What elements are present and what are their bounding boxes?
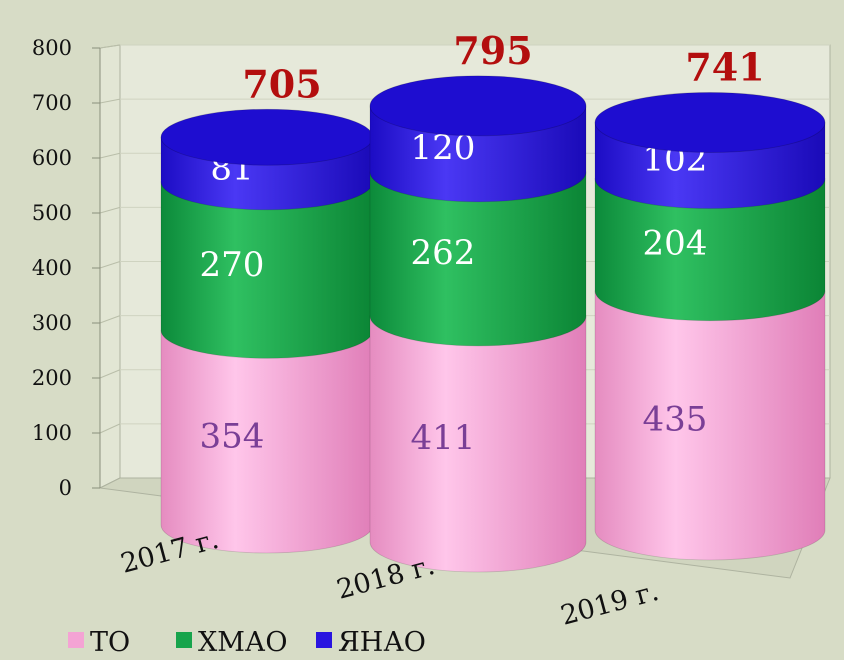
cylinder-top [160, 108, 374, 166]
y-tick-label: 600 [32, 146, 72, 170]
data-label: 262 [411, 233, 476, 273]
y-tick-label: 400 [32, 256, 72, 280]
grid-line [99, 98, 121, 104]
bar-segment [369, 171, 587, 347]
y-tick-label: 700 [32, 91, 72, 115]
x-tick-label: 2018 г. [333, 550, 438, 606]
grid-line [99, 206, 121, 214]
y-tick-label: 0 [59, 476, 72, 500]
total-label: 741 [685, 44, 764, 89]
grid-line [99, 315, 121, 324]
total-label: 795 [453, 28, 532, 73]
bar-segment [594, 178, 826, 322]
grid-line [99, 423, 121, 434]
grid-line [99, 152, 121, 159]
data-label: 354 [200, 417, 265, 457]
data-label: 270 [200, 245, 265, 285]
total-label: 705 [242, 61, 321, 106]
y-tick-label: 100 [32, 421, 72, 445]
data-label: 435 [643, 399, 708, 439]
y-tick-label: 500 [32, 201, 72, 225]
legend: ТО ХМАО ЯНАО [68, 627, 426, 658]
bar-segment [594, 290, 826, 561]
y-tick-label: 800 [32, 36, 72, 60]
legend-label: ХМАО [198, 627, 287, 658]
bar-segment [369, 315, 587, 573]
y-tick-label: 200 [32, 366, 72, 390]
bar-segment [160, 181, 374, 359]
legend-swatch [68, 632, 84, 648]
legend-swatch [176, 632, 192, 648]
x-tick-label: 2019 г. [557, 576, 662, 632]
grid-line [99, 44, 121, 49]
grid-line [99, 369, 121, 379]
data-label: 204 [643, 224, 708, 264]
cylinder-top [369, 75, 587, 137]
legend-swatch [316, 632, 332, 648]
y-tick-label: 300 [32, 311, 72, 335]
grid-line [99, 261, 121, 269]
cylinder-top [594, 92, 826, 153]
y-axis: 0 100 200 300 400 500 600 700 800 [32, 36, 101, 500]
legend-label: ЯНАО [338, 627, 426, 658]
bar-segment [160, 329, 374, 554]
data-label: 411 [411, 418, 476, 458]
legend-label: ТО [90, 627, 130, 658]
